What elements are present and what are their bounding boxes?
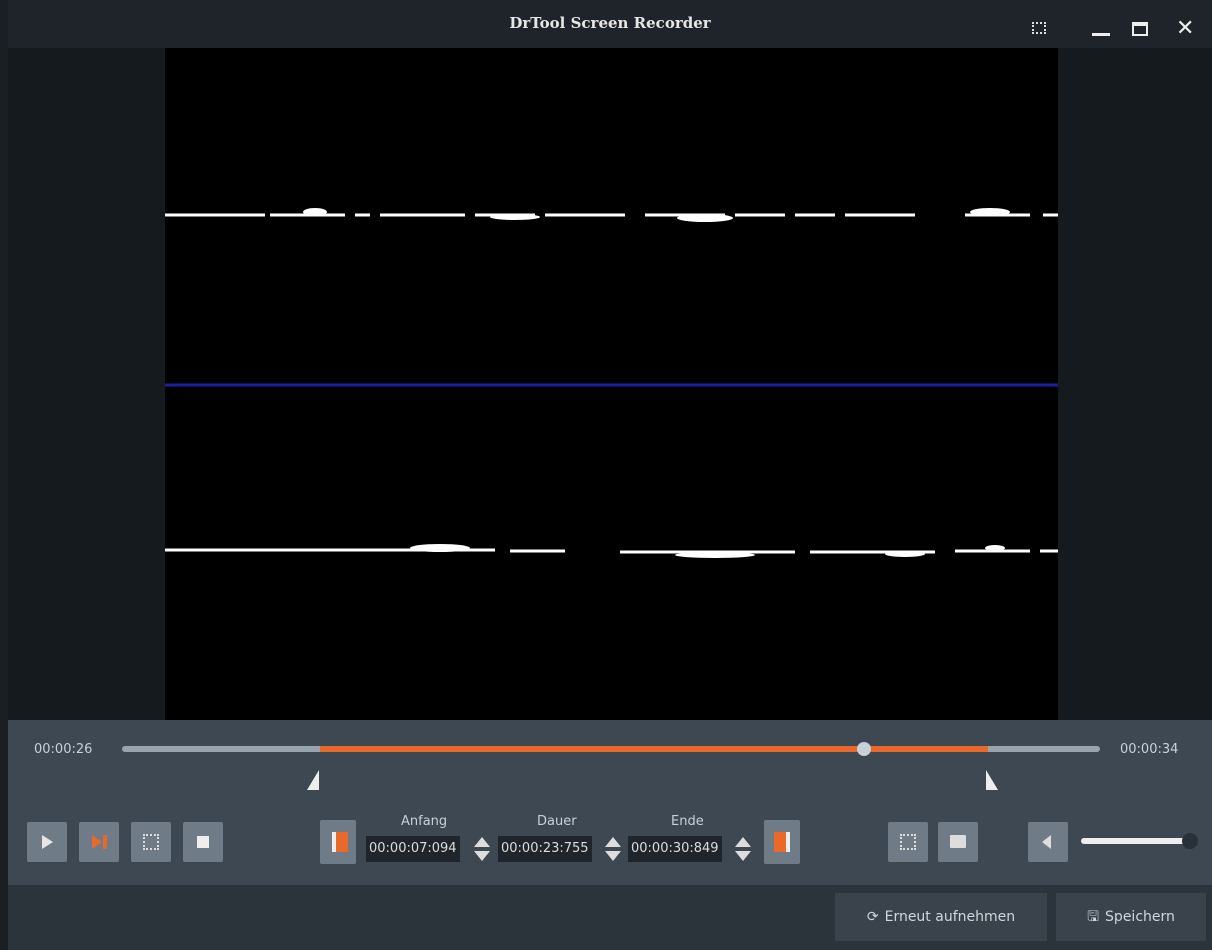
bottom-bar: ⟳Erneut aufnehmen 🖫Speichern (8, 885, 1212, 950)
start-time[interactable]: 00:00:07:094 (366, 836, 460, 862)
spin-down[interactable] (735, 851, 751, 861)
set-end-button[interactable] (764, 820, 800, 864)
set-start-button[interactable] (320, 820, 356, 864)
maximize-button[interactable] (1132, 22, 1148, 36)
waveform (165, 48, 1058, 720)
spin-down[interactable] (605, 851, 621, 861)
title-bar: DrTool Screen Recorder ✕ (8, 0, 1212, 48)
control-panel: 00:00:26 00:00:34 Anfang Dauer Ende 00:0… (8, 720, 1212, 885)
start-label: Anfang (401, 814, 447, 829)
crop-button[interactable] (888, 822, 928, 862)
fit-button[interactable] (131, 822, 171, 862)
timeline-start: 00:00:26 (34, 742, 92, 757)
fullscreen-button[interactable] (1032, 22, 1046, 34)
end-time[interactable]: 00:00:30:849 (628, 836, 722, 862)
rerecord-button[interactable]: ⟳Erneut aufnehmen (835, 893, 1047, 941)
spin-up[interactable] (735, 837, 751, 847)
play-button[interactable] (27, 822, 67, 862)
spin-down[interactable] (474, 851, 490, 861)
duration-label: Dauer (537, 814, 577, 829)
spin-up[interactable] (474, 837, 490, 847)
video-preview (165, 48, 1058, 720)
window: DrTool Screen Recorder ✕ 00:00:26 0 (8, 0, 1212, 950)
rerecord-label: Erneut aufnehmen (885, 909, 1016, 925)
trim-start-marker[interactable] (307, 770, 319, 790)
duration-time[interactable]: 00:00:23:755 (498, 836, 592, 862)
save-button[interactable]: 🖫Speichern (1056, 893, 1206, 941)
save-label: Speichern (1105, 909, 1175, 925)
timeline-end: 00:00:34 (1120, 742, 1178, 757)
close-button[interactable]: ✕ (1176, 16, 1194, 41)
minimize-button[interactable] (1092, 33, 1110, 36)
volume-slider[interactable] (1081, 838, 1187, 844)
spin-up[interactable] (605, 837, 621, 847)
play-selection-button[interactable] (79, 822, 119, 862)
timeline-selection (320, 746, 988, 752)
end-label: Ende (671, 814, 704, 829)
playhead[interactable] (857, 742, 871, 756)
volume-button[interactable] (1028, 822, 1068, 862)
page: DrTool Screen Recorder ✕ 00:00:26 0 (0, 0, 1212, 950)
stop-button[interactable] (183, 822, 223, 862)
folder-button[interactable] (938, 822, 978, 862)
trim-end-marker[interactable] (986, 770, 998, 790)
volume-thumb[interactable] (1182, 833, 1198, 849)
